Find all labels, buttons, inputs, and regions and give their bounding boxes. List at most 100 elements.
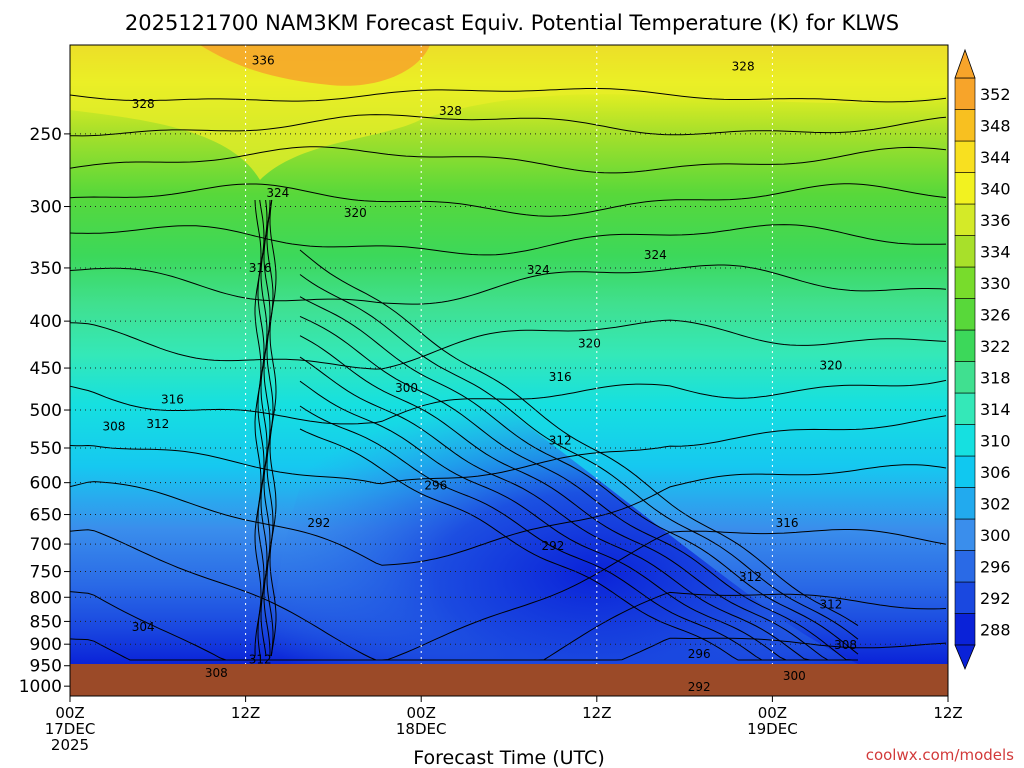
- contour-label: 292: [541, 539, 564, 553]
- x-tick-label: 2025: [51, 736, 89, 754]
- contour-line: [69, 415, 947, 485]
- contour-label: 316: [249, 261, 272, 275]
- contour-line: [263, 199, 271, 656]
- contour-line: [69, 637, 947, 661]
- contour-line: [299, 335, 858, 661]
- contour-line: [69, 183, 947, 217]
- contour-label: 336: [252, 54, 275, 68]
- plot-area: [69, 44, 949, 697]
- y-tick-label: 800: [30, 588, 62, 608]
- contour-line: [69, 224, 947, 256]
- contour-label: 312: [549, 434, 572, 448]
- contour-line: [299, 249, 859, 627]
- y-tick-label: 1000: [19, 677, 62, 697]
- colorbar-label: 334: [980, 242, 1011, 261]
- colorbar-label: 336: [980, 211, 1011, 230]
- contour-line: [69, 319, 947, 370]
- colorbar-swatch: [954, 329, 976, 362]
- colorbar-label: 344: [980, 148, 1011, 167]
- cold-air-core: [270, 361, 860, 665]
- contour-label: 292: [307, 516, 330, 530]
- contour-label: 296: [424, 478, 447, 492]
- colorbar-label: 300: [980, 526, 1011, 545]
- colorbar-label: 348: [980, 116, 1011, 135]
- colorbar-swatch: [954, 235, 976, 268]
- contour-line: [299, 356, 858, 661]
- contour-label: 324: [266, 186, 289, 200]
- contour-label: 324: [644, 248, 667, 262]
- x-tick-label: 12Z: [933, 704, 962, 722]
- colorbar-label: 318: [980, 368, 1011, 387]
- contour-label: 316: [549, 370, 572, 384]
- contour-label: 320: [819, 358, 842, 372]
- contour-labels: 336 328 328 328 324 320 316 324 324 320 320 316 316 3…: [102, 54, 857, 694]
- contour-line: [257, 199, 265, 657]
- contour-label: 320: [344, 206, 367, 220]
- y-tick-label: 950: [30, 657, 62, 677]
- contour-line: [69, 146, 947, 174]
- colorbar-swatch: [954, 613, 976, 646]
- y-tick-label: 250: [30, 125, 62, 145]
- contour-line: [69, 114, 947, 137]
- x-tick-label: 00Z: [758, 704, 787, 722]
- x-tick-label: 00Z: [55, 704, 84, 722]
- y-axis: 250 300 350 400 450 500 550 600 650 700 750 800 850 9…: [19, 125, 70, 697]
- contour-line: [69, 264, 947, 305]
- contour-label: 308: [205, 666, 228, 680]
- x-tick-label: 00Z: [407, 704, 436, 722]
- contour-label: 328: [439, 104, 462, 118]
- contour-label: 308: [834, 638, 857, 652]
- colorbar: 288 292 296 300 302 306 310 314 318 322 326 330 334 3…: [954, 48, 1011, 671]
- y-tick-label: 850: [30, 612, 62, 632]
- colorbar-min-arrow: [954, 644, 976, 671]
- contour-line: [299, 315, 858, 661]
- contour-label: 316: [776, 516, 799, 530]
- contour-label: 312: [739, 570, 762, 584]
- contour-line: [299, 274, 859, 640]
- plot-frame: [69, 44, 949, 697]
- chart-title: 2025121700 NAM3KM Forecast Equiv. Potent…: [125, 11, 899, 35]
- colorbar-label: 292: [980, 589, 1011, 608]
- colorbar-label: 330: [980, 274, 1011, 293]
- contour-label: 300: [783, 669, 806, 683]
- contour-label: 300: [395, 381, 418, 395]
- y-tick-label: 400: [30, 312, 62, 332]
- colorbar-label: 288: [980, 620, 1011, 639]
- y-tick-label: 500: [30, 401, 62, 421]
- colorbar-label: 314: [980, 400, 1011, 419]
- colorbar-swatch: [954, 266, 976, 299]
- contour-line: [269, 199, 277, 657]
- warm-layer-top: [200, 45, 430, 86]
- colorbar-swatch: [954, 392, 976, 425]
- colorbar-label: 302: [980, 494, 1011, 513]
- colorbar-swatch: [954, 518, 976, 551]
- contour-label: 328: [132, 97, 155, 111]
- colorbar-label: 306: [980, 463, 1011, 482]
- y-tick-label: 350: [30, 259, 62, 279]
- contour-line: [69, 88, 947, 103]
- colorbar-swatch: [954, 487, 976, 520]
- contour-label: 320: [578, 336, 601, 350]
- colorbar-swatch: [954, 172, 976, 205]
- colorbar-swatch: [954, 424, 976, 457]
- contour-line: [69, 464, 947, 566]
- y-tick-label: 600: [30, 474, 62, 494]
- x-tick-label: 12Z: [231, 704, 260, 722]
- contour-label: 304: [132, 620, 155, 634]
- colorbar-swatch: [954, 298, 976, 331]
- contour-label: 296: [688, 647, 711, 661]
- x-tick-label: 19DEC: [747, 720, 798, 738]
- y-tick-label: 650: [30, 506, 62, 526]
- colorbar-label: 296: [980, 557, 1011, 576]
- colorbar-swatch: [954, 109, 976, 142]
- colorbar-swatch: [954, 140, 976, 173]
- contour-line: [299, 296, 859, 655]
- y-tick-label: 450: [30, 359, 62, 379]
- colorbar-label: 352: [980, 85, 1011, 104]
- x-tick-label: 12Z: [582, 704, 611, 722]
- contour-lines: [69, 88, 947, 661]
- contour-label: 328: [732, 59, 755, 73]
- colorbar-label: 340: [980, 179, 1011, 198]
- x-axis-title: Forecast Time (UTC): [413, 747, 604, 768]
